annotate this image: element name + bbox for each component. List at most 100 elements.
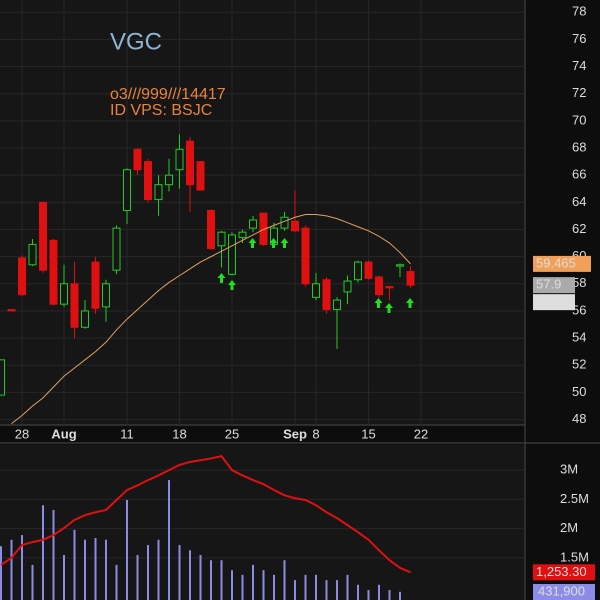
- y-tick-label: 56: [572, 302, 586, 317]
- signal-arrow: [269, 238, 278, 248]
- volume-bar: [126, 499, 128, 600]
- volume-bar: [294, 580, 296, 600]
- volume-bar: [136, 554, 139, 600]
- candle-body: [322, 279, 331, 311]
- candle-body: [186, 140, 194, 186]
- candle-body: [175, 148, 184, 171]
- y-tick-label: 58: [572, 275, 586, 290]
- candle-body: [249, 219, 257, 229]
- volume-bar: [315, 574, 317, 600]
- volume-bar: [346, 574, 349, 600]
- volume-bar: [262, 570, 265, 600]
- value-box-label: 1,253.30: [536, 564, 587, 579]
- candle-body: [112, 227, 121, 271]
- y-tick-label: 72: [572, 85, 586, 100]
- x-tick-label: 22: [414, 426, 428, 441]
- candle-body: [343, 280, 352, 293]
- candle-body: [312, 283, 320, 298]
- volume-bar: [94, 538, 97, 600]
- candle-body: [354, 261, 362, 281]
- signal-arrow: [228, 280, 236, 290]
- y-tick-label: 70: [572, 112, 586, 127]
- volume-bar: [199, 554, 202, 600]
- volume-bar: [189, 550, 191, 600]
- candle-body: [238, 231, 247, 239]
- y-tick-label: 2M: [560, 520, 578, 535]
- signal-arrow: [248, 238, 257, 248]
- y-tick-label: 52: [572, 357, 586, 372]
- signal-arrow: [385, 303, 393, 313]
- y-tick-label: 3M: [560, 462, 578, 477]
- x-tick-label: 18: [172, 426, 186, 441]
- candle-body: [333, 299, 341, 311]
- y-tick-label: 74: [572, 58, 586, 73]
- y-tick-label: 68: [572, 139, 586, 154]
- candle-body: [385, 286, 394, 289]
- volume-bar: [210, 560, 212, 600]
- volume-bar: [73, 529, 76, 600]
- candle-body: [0, 359, 5, 396]
- chart-title: VGC: [110, 28, 162, 55]
- y-tick-label: 48: [572, 411, 586, 426]
- price-average-line: [11, 214, 411, 425]
- y-tick-label: 2.5M: [560, 491, 589, 506]
- value-box-label: 59.465: [536, 255, 576, 270]
- signal-arrow: [406, 298, 414, 308]
- volume-bar: [0, 546, 2, 600]
- value-box: [533, 564, 595, 581]
- volume-bar: [10, 539, 13, 600]
- volume-bar: [304, 574, 307, 600]
- candle-body: [228, 234, 236, 275]
- volume-bar: [325, 580, 328, 600]
- annotation: ID VPS: BSJC: [110, 102, 212, 119]
- candle-body: [60, 283, 68, 305]
- y-tick-label: 78: [572, 4, 586, 19]
- value-box-label: 57.9: [536, 294, 561, 309]
- volume-bar: [21, 535, 23, 600]
- x-tick-label: 11: [120, 426, 134, 441]
- candle-body: [406, 271, 415, 286]
- volume-bar: [399, 591, 401, 600]
- candle-body: [49, 239, 58, 305]
- candle-body: [364, 261, 373, 279]
- candle-body: [165, 174, 173, 186]
- signal-arrow: [280, 238, 289, 248]
- y-tick-label: 50: [572, 384, 586, 399]
- candle-body: [144, 161, 152, 201]
- volume-bar: [252, 564, 254, 600]
- value-box-label: 431,900: [538, 583, 585, 598]
- value-box-label: 57.9: [536, 277, 561, 292]
- candle-body: [396, 264, 404, 267]
- candle-body: [259, 212, 268, 245]
- candle-body: [301, 227, 310, 285]
- volume-bar: [42, 505, 44, 600]
- candle-body: [196, 161, 205, 191]
- candle-body: [28, 243, 37, 266]
- volume-bar: [220, 560, 223, 600]
- candle-body: [217, 231, 226, 247]
- grid: [0, 0, 525, 559]
- volume-bar: [147, 545, 149, 600]
- y-tick-label: 1.5M: [560, 549, 589, 564]
- volume-bar: [105, 539, 107, 600]
- x-tick-label: 25: [225, 426, 239, 441]
- value-box: [533, 294, 575, 311]
- volume-average-line: [0, 454, 411, 574]
- volume-bar: [357, 584, 359, 600]
- volume-bar: [231, 570, 233, 600]
- y-tick-label: 62: [572, 221, 586, 236]
- volume-bar: [157, 539, 160, 600]
- signal-arrow: [217, 273, 226, 283]
- volume-bar: [367, 590, 370, 600]
- volume-bar: [168, 480, 170, 600]
- marks: [0, 134, 415, 600]
- value-box: [533, 277, 575, 294]
- y-tick-label: 66: [572, 167, 586, 182]
- value-box: [533, 584, 595, 600]
- value-box: [533, 255, 591, 272]
- signal-arrows: [217, 238, 414, 313]
- volume-bar: [378, 584, 380, 600]
- candle-body: [18, 257, 26, 296]
- volume-bar: [283, 560, 286, 600]
